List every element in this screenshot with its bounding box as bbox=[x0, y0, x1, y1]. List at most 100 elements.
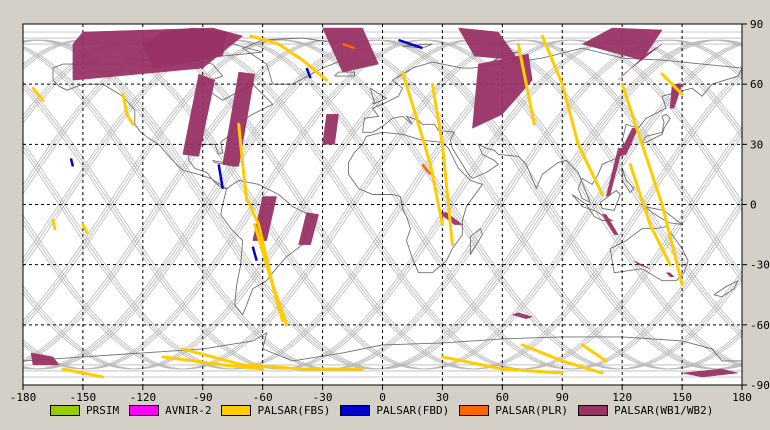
palsar-fbs-tracks bbox=[31, 34, 684, 379]
palsar-plr-track bbox=[342, 42, 355, 50]
coastline bbox=[713, 279, 740, 298]
plot-layer bbox=[23, 24, 742, 385]
y-tick-label: 90 bbox=[750, 18, 763, 31]
palsar-fbs-track bbox=[516, 42, 536, 126]
palsar-wb-footprint bbox=[617, 128, 639, 157]
palsar-wb-footprint bbox=[677, 248, 687, 257]
legend-item: PALSAR(PLR) bbox=[459, 404, 568, 417]
y-tick-label: 0 bbox=[750, 199, 757, 212]
palsar-wb-footprint bbox=[472, 53, 533, 129]
legend-label: AVNIR-2 bbox=[165, 403, 212, 417]
legend-swatch bbox=[129, 404, 160, 416]
palsar-wb-footprint bbox=[222, 71, 255, 167]
palsar-plr-tracks bbox=[342, 42, 432, 176]
y-tick-label: 60 bbox=[750, 78, 763, 91]
coastline bbox=[348, 131, 484, 274]
palsar-fbs-track bbox=[620, 82, 684, 287]
legend-swatch bbox=[459, 404, 490, 416]
palsar-fbs-track bbox=[121, 92, 135, 126]
palsar-wb-footprint bbox=[601, 214, 619, 235]
palsar-fbs-track bbox=[401, 70, 444, 227]
coastline bbox=[241, 37, 344, 85]
palsar-wb-footprint bbox=[30, 352, 60, 366]
palsar-wb-footprint bbox=[142, 27, 227, 69]
palsar-plr-track bbox=[421, 163, 432, 176]
palsar-fbs-track bbox=[253, 223, 285, 323]
x-tick-label: -120 bbox=[130, 391, 157, 404]
palsar-wb-footprint bbox=[633, 260, 651, 269]
palsar-fbs-track bbox=[520, 343, 604, 375]
legend-label: PALSAR(PLR) bbox=[495, 403, 569, 417]
y-tick-label: -60 bbox=[750, 319, 770, 332]
x-tick-label: 30 bbox=[436, 391, 449, 404]
palsar-fbs-track bbox=[430, 82, 454, 247]
legend-label: PRSIM bbox=[86, 403, 120, 417]
y-tick-label: -90 bbox=[750, 379, 770, 392]
x-tick-label: 60 bbox=[496, 391, 509, 404]
orbit-track bbox=[23, 39, 742, 370]
legend-item: PRSIM bbox=[50, 404, 119, 417]
legend-label: PALSAR(FBS) bbox=[257, 403, 331, 417]
x-tick-label: 90 bbox=[556, 391, 569, 404]
coastline bbox=[469, 227, 483, 255]
palsar-fbs-track bbox=[161, 355, 265, 371]
palsar-fbd-track bbox=[398, 38, 423, 50]
palsar-fbs-track bbox=[440, 355, 564, 375]
palsar-fbs-track bbox=[660, 72, 684, 96]
coastline bbox=[621, 168, 635, 194]
palsar-fbs-track bbox=[81, 223, 89, 235]
y-tick-label: 30 bbox=[750, 138, 763, 151]
palsar-fbd-track bbox=[69, 158, 75, 167]
palsar-fbs-track bbox=[540, 34, 604, 196]
legend-swatch bbox=[221, 404, 252, 416]
x-tick-label: -150 bbox=[70, 391, 97, 404]
palsar-wb-footprint bbox=[581, 27, 663, 61]
x-tick-label: -60 bbox=[253, 391, 273, 404]
legend-item: PALSAR(FBD) bbox=[340, 404, 449, 417]
palsar-wb-footprint bbox=[682, 368, 739, 378]
coastline bbox=[402, 43, 433, 49]
legend: PRSIM AVNIR-2 PALSAR(FBS) PALSAR(FBD) PALSAR… bbox=[50, 401, 723, 419]
palsar-fbs-track bbox=[628, 162, 672, 267]
legend-item: PALSAR(WB1/WB2) bbox=[578, 404, 713, 417]
legend-label: PALSAR(FBD) bbox=[376, 403, 450, 417]
coastline bbox=[334, 71, 355, 77]
palsar-wb-footprint bbox=[298, 212, 319, 245]
palsar-fbd-track bbox=[217, 164, 224, 189]
palsar-fbd-track bbox=[305, 67, 312, 79]
legend-label: PALSAR(WB1/WB2) bbox=[614, 403, 714, 417]
legend-swatch bbox=[578, 404, 609, 416]
palsar-wb-footprint bbox=[618, 43, 663, 81]
palsar-fbs-track bbox=[61, 367, 105, 379]
x-tick-label: 150 bbox=[672, 391, 692, 404]
x-tick-label: -180 bbox=[10, 391, 37, 404]
x-tick-label: 180 bbox=[732, 391, 752, 404]
x-tick-label: -90 bbox=[193, 391, 213, 404]
legend-item: AVNIR-2 bbox=[129, 404, 211, 417]
coastline bbox=[369, 87, 388, 105]
palsar-wb-footprint bbox=[665, 272, 675, 277]
coastline bbox=[23, 331, 742, 362]
palsar-fbs-track bbox=[580, 343, 608, 363]
palsar-wb-footprint bbox=[511, 312, 534, 320]
y-tick-label: -30 bbox=[750, 259, 770, 272]
coastline bbox=[599, 189, 621, 212]
palsar-fbs-track bbox=[249, 34, 329, 82]
palsar-fbs-track bbox=[237, 122, 249, 202]
palsar-fbs-track bbox=[181, 347, 364, 371]
palsar-wb-footprint bbox=[322, 114, 339, 145]
palsar-fbs-track bbox=[51, 219, 57, 231]
legend-swatch bbox=[340, 404, 371, 416]
palsar-fbs-track bbox=[31, 86, 45, 102]
palsar-wb-footprint bbox=[605, 148, 623, 197]
palsar-fbd-track bbox=[251, 246, 258, 262]
palsar-wb-footprint bbox=[322, 27, 379, 73]
coastline bbox=[641, 113, 671, 143]
coastline bbox=[609, 226, 689, 282]
x-tick-label: -30 bbox=[313, 391, 333, 404]
coastline bbox=[220, 179, 314, 316]
palsar-fbd-tracks bbox=[69, 38, 423, 262]
x-tick-label: 0 bbox=[379, 391, 386, 404]
x-tick-label: 120 bbox=[612, 391, 632, 404]
